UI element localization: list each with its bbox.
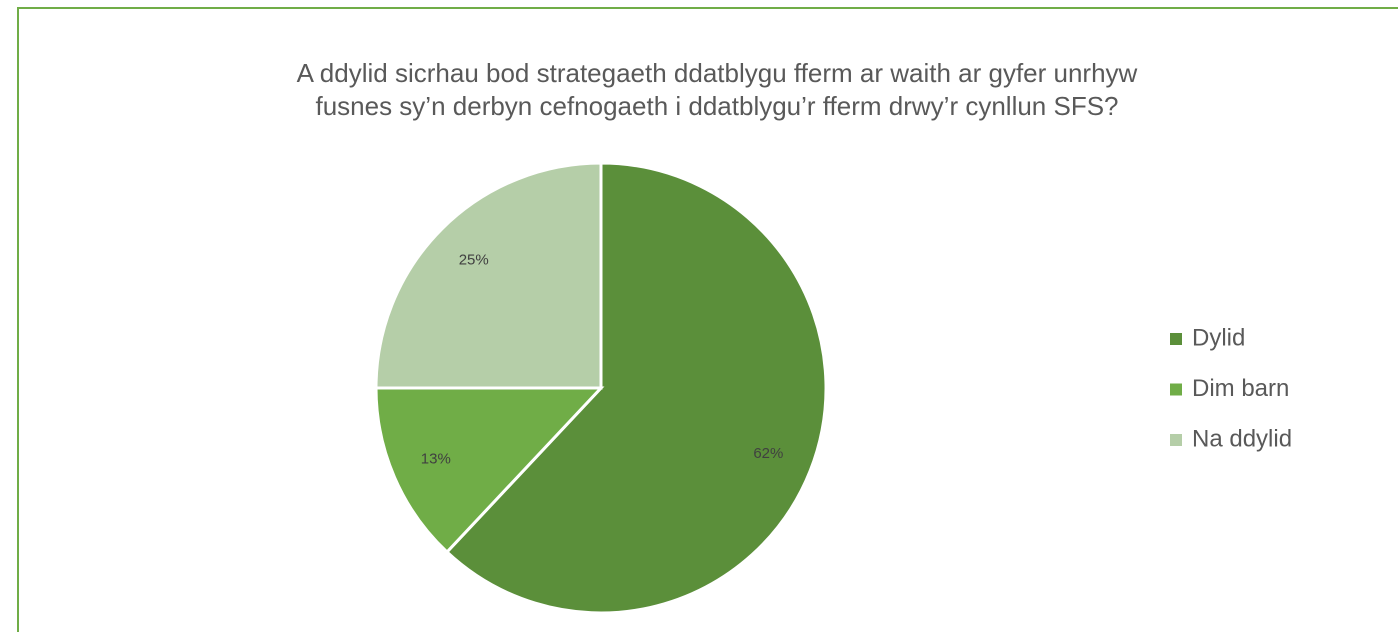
pie-slice bbox=[374, 161, 603, 390]
data-label: 25% bbox=[459, 252, 489, 269]
chart-title: fusnes sy’n derbyn cefnogaeth i ddatblyg… bbox=[315, 91, 1118, 121]
legend-swatch bbox=[1170, 333, 1182, 345]
legend-label: Dylid bbox=[1192, 324, 1245, 351]
legend-label: Dim barn bbox=[1192, 375, 1289, 402]
legend-swatch bbox=[1170, 383, 1182, 396]
data-label: 13% bbox=[421, 450, 451, 467]
data-label: 62% bbox=[753, 445, 783, 462]
pie-slice bbox=[374, 386, 605, 555]
legend-swatch bbox=[1170, 434, 1182, 446]
legend-label: Na ddylid bbox=[1192, 425, 1292, 452]
chart-title: A ddylid sicrhau bod strategaeth ddatbly… bbox=[297, 58, 1138, 88]
pie-slice bbox=[444, 161, 828, 615]
